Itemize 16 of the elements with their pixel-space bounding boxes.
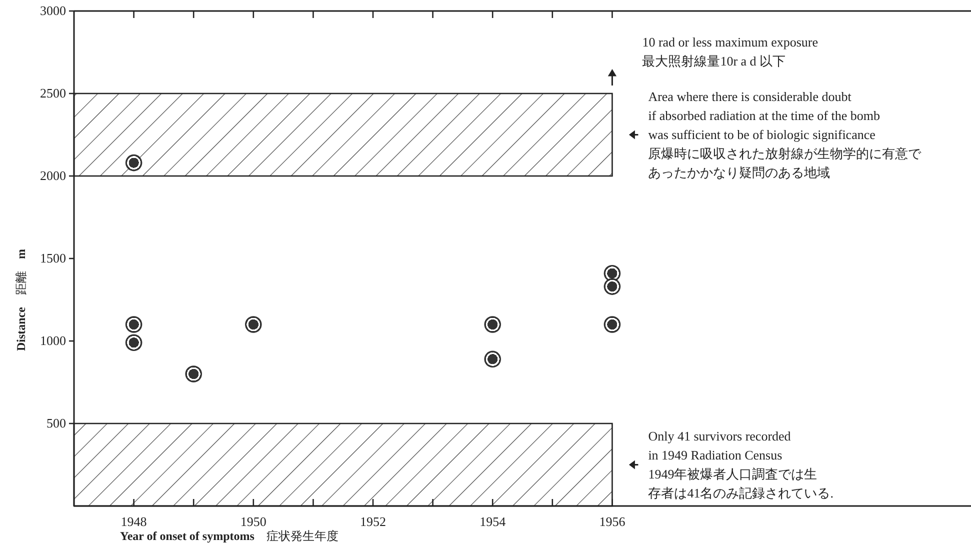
y-tick-label: 1500: [40, 250, 66, 266]
y-tick-label: 1000: [40, 333, 66, 348]
x-tick-label: 1954: [480, 514, 506, 529]
y-tick-label: 500: [46, 416, 66, 430]
x-tick-label: 1950: [240, 514, 266, 529]
x-axis-title: Year of onset of symptoms 症状発生年度: [120, 529, 338, 543]
y-tick-label: 2000: [40, 168, 66, 183]
y-tick-label: 3000: [40, 3, 66, 18]
y-axis-title: Distance 距離 m: [14, 249, 28, 351]
x-tick-label: 1952: [360, 514, 386, 529]
x-tick-label: 1956: [599, 514, 626, 529]
band-label: Only 41 survivors recorded in 1949 Radiation Census 1949年被爆者人口調査では生存者は41名のみ記録されている.: [648, 428, 834, 500]
y-tick-label: 2500: [40, 86, 66, 100]
band-label: Area where there is considerable doubt if absorbed radiation at the time of the bomb was sufficient to be of biologic significance 原爆時に吸収された放射線が生物学的に有意であったかかなり疑問のある地域: [648, 88, 922, 180]
x-tick-label: 1948: [120, 514, 147, 529]
annotation: 10 rad or less maximum exposure 最大照射線量10r a d 以下: [642, 34, 818, 68]
